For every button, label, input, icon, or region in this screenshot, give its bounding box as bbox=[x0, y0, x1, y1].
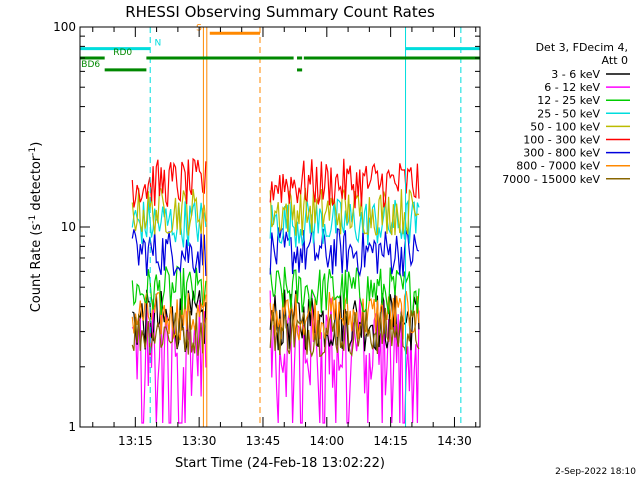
x-tick-label: 13:15 bbox=[118, 434, 153, 448]
y-tick-label: 100 bbox=[53, 20, 76, 34]
legend-label: 25 - 50 keV bbox=[537, 107, 600, 120]
flag-label: N bbox=[154, 39, 161, 49]
y-axis-label: Count Rate (s-1 detector-1) bbox=[28, 142, 44, 313]
flag-bars: NSRD0BD6 bbox=[80, 23, 480, 72]
series-trace bbox=[269, 227, 420, 278]
series-trace bbox=[269, 307, 420, 358]
series-trace bbox=[131, 292, 207, 341]
x-tick-label: 13:30 bbox=[182, 434, 217, 448]
series-trace bbox=[131, 309, 207, 356]
series-trace bbox=[269, 290, 420, 341]
x-tick-label: 14:15 bbox=[373, 434, 408, 448]
flag-label: RD0 bbox=[113, 48, 132, 58]
x-axis-label: Start Time (24-Feb-18 13:02:22) bbox=[175, 456, 385, 471]
x-tick-label: 13:45 bbox=[246, 434, 281, 448]
x-tick-label: 14:30 bbox=[437, 434, 472, 448]
y-tick-label: 1 bbox=[68, 420, 76, 434]
series-trace bbox=[131, 157, 207, 208]
x-axis: 13:15 13:30 13:45 14:00 14:15 14:30 bbox=[92, 27, 477, 448]
series-trace bbox=[269, 266, 420, 317]
vertical-markers bbox=[149, 27, 462, 427]
x-tick-label: 14:00 bbox=[310, 434, 345, 448]
legend-label: 6 - 12 keV bbox=[544, 81, 600, 94]
footer-timestamp: 2-Sep-2022 18:10 bbox=[555, 467, 636, 477]
y-axis: 1 10 100 bbox=[53, 20, 480, 434]
legend-label: 800 - 7000 keV bbox=[516, 160, 600, 173]
legend-label: 12 - 25 keV bbox=[537, 94, 600, 107]
series-trace bbox=[269, 187, 420, 236]
legend-label: 50 - 100 keV bbox=[530, 120, 600, 133]
flag-label: BD6 bbox=[81, 60, 100, 70]
series-trace bbox=[131, 265, 207, 316]
legend-header-line-2: Att 0 bbox=[602, 54, 628, 67]
legend-label: 7000 - 15000 keV bbox=[502, 173, 600, 186]
series-trace bbox=[131, 187, 207, 236]
data-traces bbox=[131, 157, 420, 424]
y-tick-label: 10 bbox=[61, 220, 76, 234]
series-trace bbox=[131, 229, 207, 277]
legend-label: 3 - 6 keV bbox=[551, 68, 600, 81]
series-trace bbox=[269, 158, 420, 209]
legend-label: 100 - 300 keV bbox=[523, 134, 600, 147]
legend-label: 300 - 800 keV bbox=[523, 147, 600, 160]
chart-title: RHESSI Observing Summary Count Rates bbox=[125, 3, 435, 21]
series-trace bbox=[131, 292, 207, 424]
legend-header-line-1: Det 3, FDecim 4, bbox=[536, 41, 628, 54]
